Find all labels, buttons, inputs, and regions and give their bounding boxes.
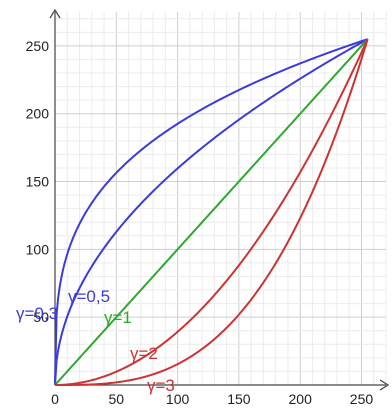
- curve-labels: γ=0,3 γ=0,5 γ=1 γ=2 γ=3: [16, 287, 175, 395]
- series-line: [54, 38, 369, 386]
- x-tick-label: 200: [289, 391, 313, 407]
- series-line: [54, 38, 368, 386]
- tick-labels: 0 50 100 150 200 250 50 100 150 200 250: [26, 38, 374, 407]
- series-label: γ=1: [104, 308, 132, 327]
- series-label: γ=2: [130, 344, 158, 363]
- axes: [49, 8, 390, 391]
- series-line: [55, 38, 369, 386]
- x-tick-label: 50: [109, 391, 125, 407]
- y-tick-label: 150: [26, 174, 50, 190]
- y-tick-label: 50: [33, 309, 49, 325]
- series-label: γ=0,3: [16, 304, 58, 323]
- x-tick-label: 100: [166, 391, 190, 407]
- x-axis-arrow-icon: [379, 379, 390, 391]
- series-line: [54, 38, 369, 386]
- series-label: γ=3: [147, 376, 175, 395]
- x-tick-label: 0: [51, 391, 59, 407]
- x-tick-label: 150: [227, 391, 251, 407]
- y-tick-label: 100: [26, 241, 50, 257]
- y-tick-label: 250: [26, 38, 50, 54]
- y-tick-label: 200: [26, 106, 50, 122]
- series-line: [54, 38, 369, 386]
- series-label: γ=0,5: [68, 287, 110, 306]
- x-tick-label: 250: [350, 391, 374, 407]
- y-axis-arrow-icon: [49, 8, 61, 19]
- curves: [54, 38, 369, 386]
